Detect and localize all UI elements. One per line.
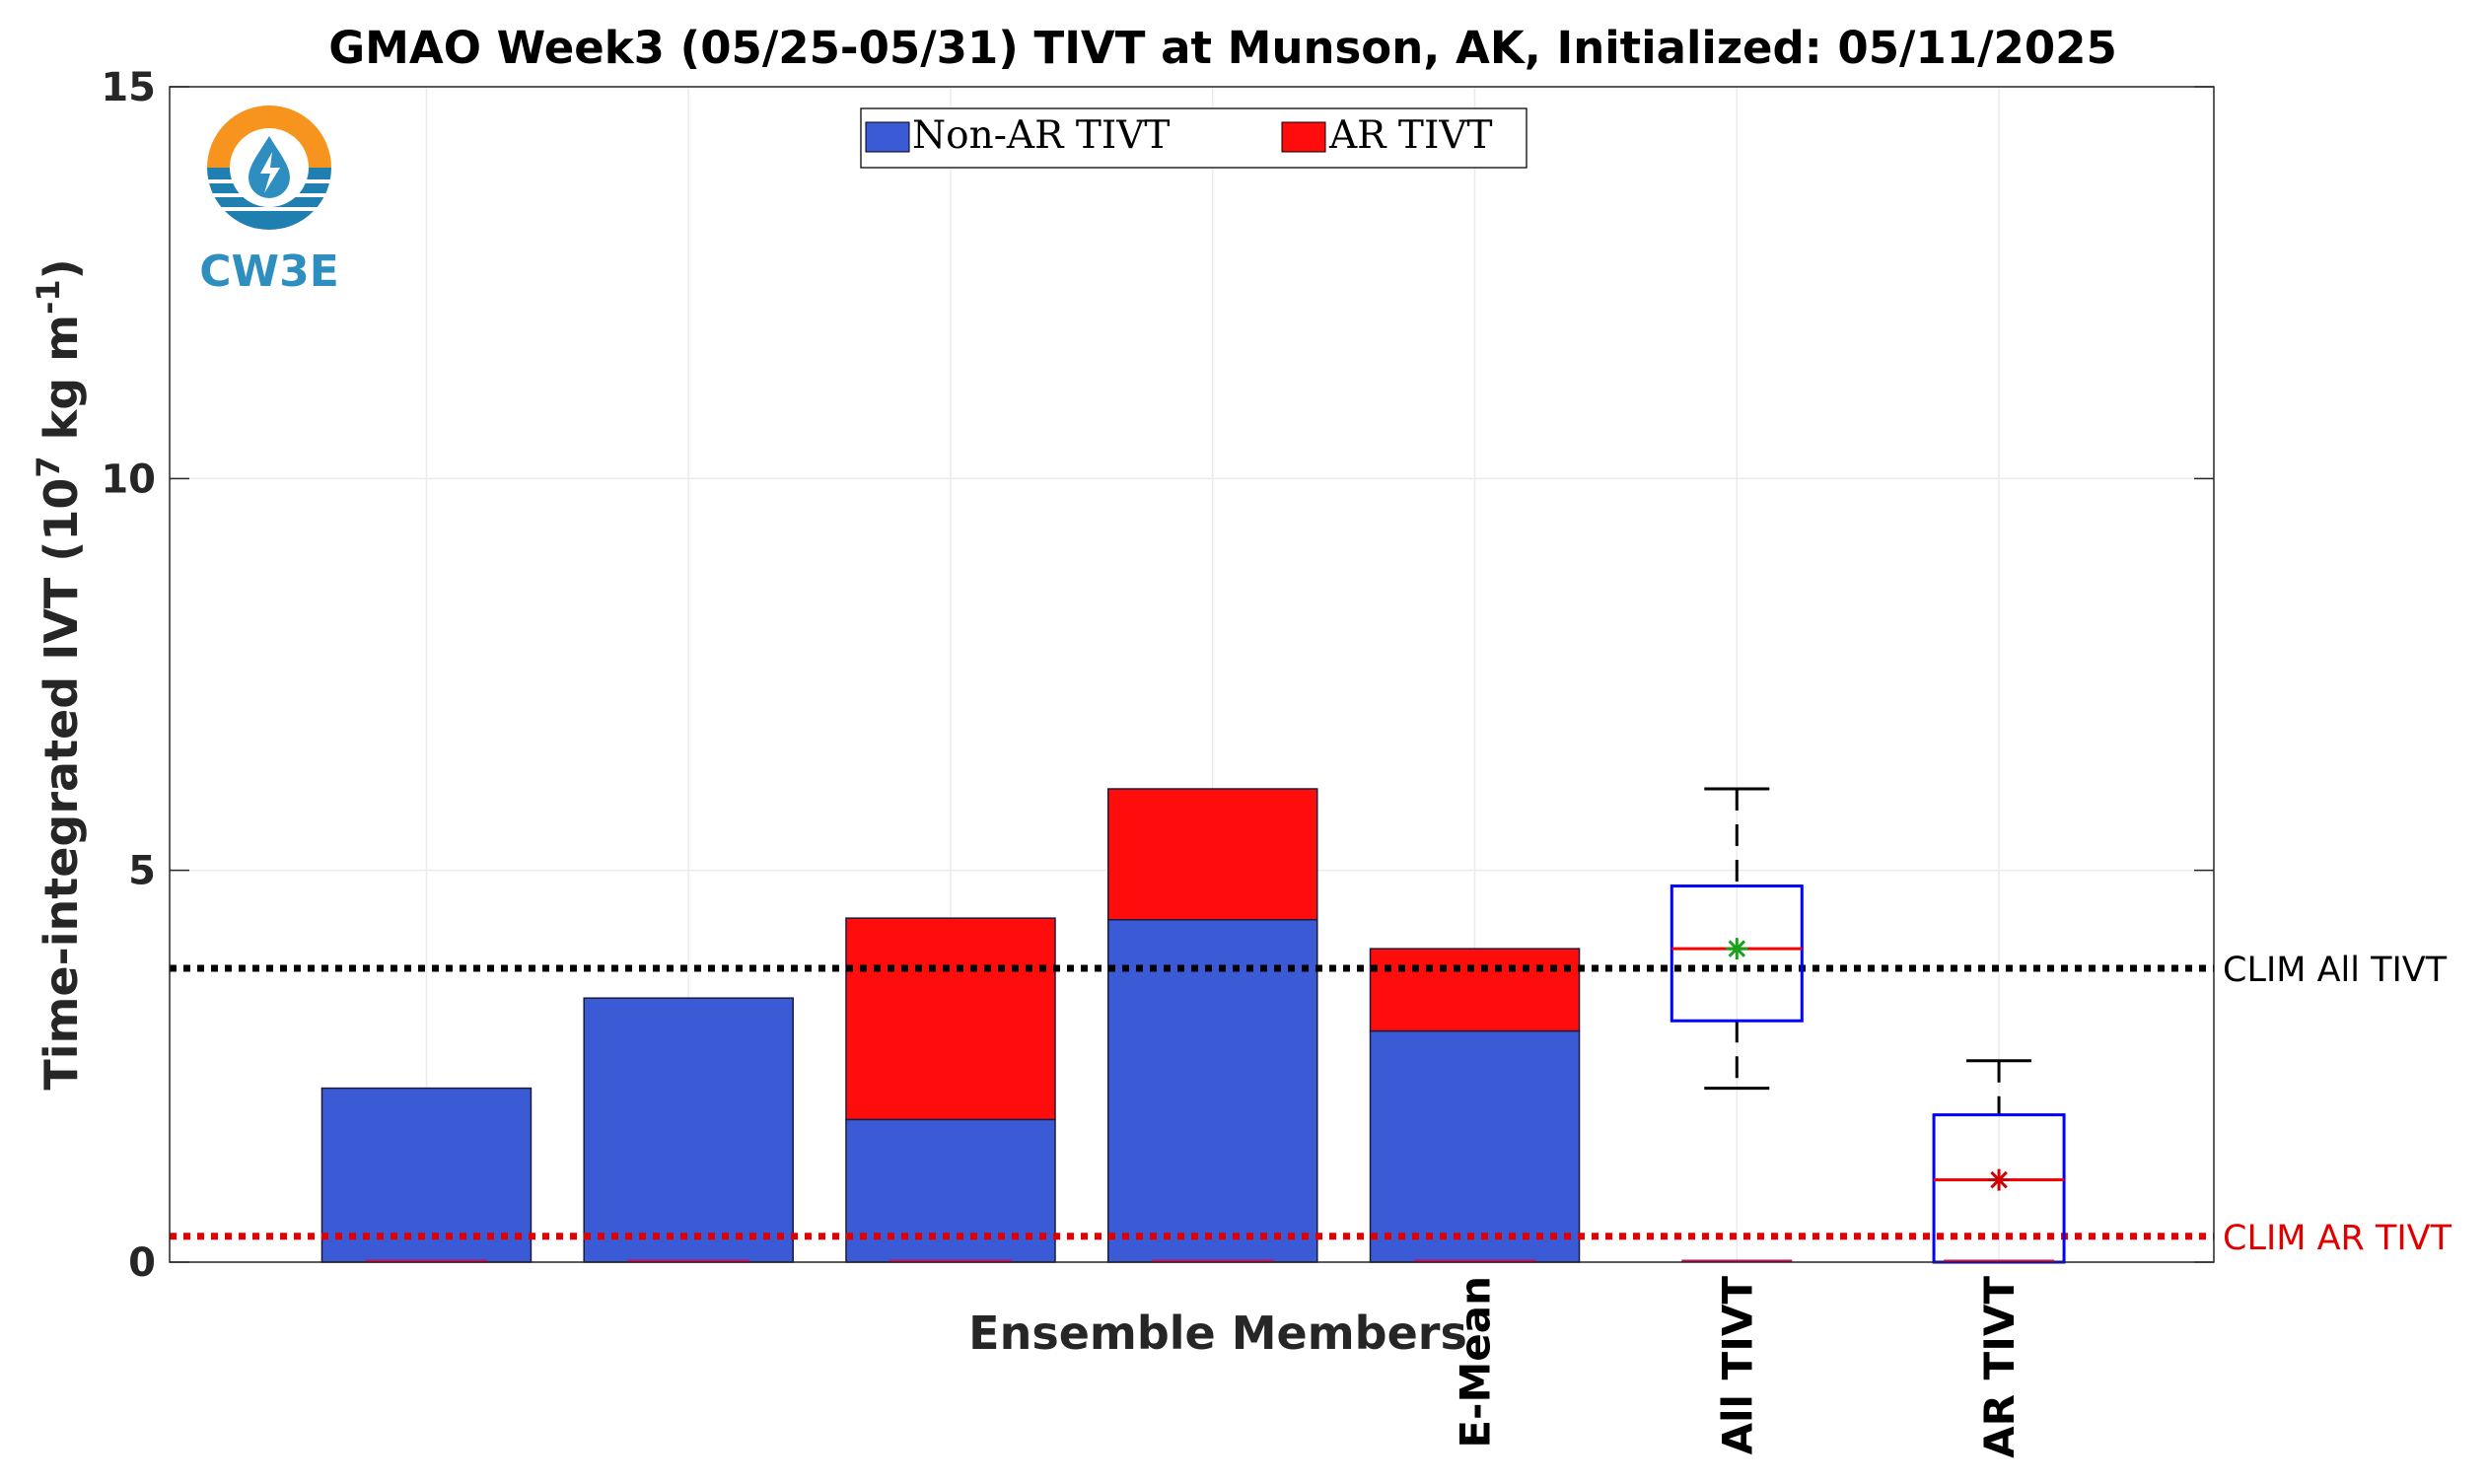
clim-all-label: CLIM All TIVT [2223, 951, 2448, 990]
y-tick-label: 5 [128, 849, 156, 894]
category-label: E-Mean [1452, 1276, 1500, 1449]
mean-marker [1726, 938, 1748, 960]
mean-marker-stroke [1728, 940, 1746, 957]
mean-marker-stroke [1990, 1170, 2008, 1189]
logo-text: CW3E [199, 247, 339, 297]
legend-swatch-non-ar [865, 121, 910, 153]
bar-non-ar [845, 1118, 1056, 1263]
mean-marker [1988, 1168, 2011, 1191]
legend-label-ar: AR TIVT [1328, 113, 1493, 158]
x-axis-label: Ensemble Members [968, 1307, 1467, 1360]
y-tick-label: 10 [101, 457, 156, 502]
chart-title: GMAO Week3 (05/25-05/31) TIVT at Munson,… [328, 22, 2117, 74]
bar-ar [845, 917, 1056, 1121]
bar-ar [1369, 948, 1581, 1032]
clim-ar-label: CLIM AR TIVT [2223, 1219, 2452, 1258]
legend: Non-AR TIVT AR TIVT [860, 107, 1528, 169]
axes-frame [169, 86, 2215, 1263]
legend-box [860, 107, 1528, 169]
bar-ar [1107, 788, 1318, 921]
box [1670, 884, 1804, 1023]
bar-non-ar [320, 1087, 533, 1263]
y-axis-label: Time-integrated IVT (107 kg m-1) [30, 258, 88, 1090]
legend-swatch-ar [1281, 121, 1326, 153]
logo-wave-line [217, 207, 321, 211]
bar-non-ar [1107, 918, 1318, 1263]
category-label: AR TIVT [1975, 1276, 2024, 1458]
bar-non-ar [1369, 1029, 1581, 1263]
lightning-icon [260, 152, 280, 193]
reference-lines: CLIM All TIVT CLIM AR TIVT [170, 951, 2452, 1258]
legend-label-non-ar: Non-AR TIVT [912, 113, 1170, 158]
bars [320, 788, 1581, 1263]
x-tick-labels: E-Mean All TIVT AR TIVT [1452, 1276, 2025, 1458]
y-tick-label: 0 [128, 1240, 156, 1286]
y-tick-label: 15 [101, 65, 156, 110]
bar-non-ar [583, 997, 794, 1263]
cw3e-logo: CW3E [199, 106, 339, 297]
category-label: All TIVT [1713, 1276, 1761, 1455]
y-ticks: 0 5 10 15 [101, 65, 2214, 1286]
